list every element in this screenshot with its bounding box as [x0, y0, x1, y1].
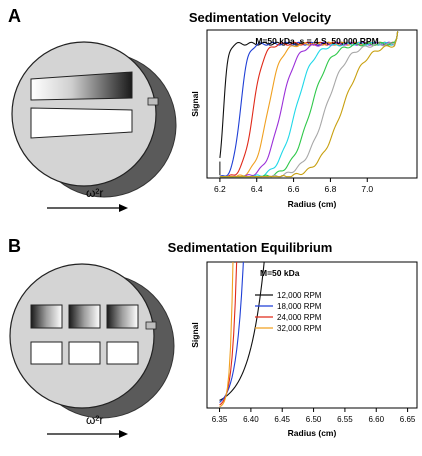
x-tick-label-1: 6.40 — [243, 415, 259, 424]
x-tick-label-0: 6.2 — [214, 184, 226, 194]
x-tick-label-3: 6.50 — [306, 415, 322, 424]
reference-cell-sector — [30, 107, 133, 139]
x-tick-label-3: 6.8 — [325, 184, 337, 194]
sample-cell-3 — [106, 304, 139, 329]
reference-cell-3 — [106, 341, 139, 365]
x-axis-label: Radius (cm) — [288, 199, 337, 209]
centrifugal-force-label: ω²r — [86, 186, 103, 200]
velocity-series-line-9 — [219, 31, 399, 178]
reference-cell-1 — [30, 341, 63, 365]
y-axis-label: Signal — [190, 91, 200, 117]
velocity-annotation: M=50 kDa, s = 4 S, 50,000 RPM — [255, 36, 378, 46]
y-axis-label: Signal — [190, 322, 200, 348]
x-tick-label-2: 6.6 — [288, 184, 300, 194]
force-arrow-head — [119, 430, 128, 438]
force-arrow-head — [119, 204, 128, 212]
rotor-face — [9, 263, 155, 409]
centrifugal-force-label: ω²r — [86, 413, 103, 427]
x-tick-label-4: 7.0 — [361, 184, 373, 194]
sample-cell-sector — [30, 71, 133, 101]
x-tick-label-5: 6.60 — [368, 415, 384, 424]
velocity-series-line-4 — [219, 31, 399, 178]
x-tick-label-2: 6.45 — [274, 415, 290, 424]
velocity-chart: M=50 kDa, s = 4 S, 50,000 RPM 6.2 6.4 6.6 6.… — [190, 29, 418, 209]
rotor-slot — [145, 321, 157, 330]
equilibrium-annotation: M=50 kDa — [260, 268, 300, 278]
equilibrium-series-group — [219, 262, 265, 408]
rotor-slot — [147, 97, 159, 106]
panel-a-title: Sedimentation Velocity — [188, 10, 332, 25]
sample-cell-1 — [30, 304, 63, 329]
panel-b-letter: B — [8, 236, 21, 256]
rotor-diagram-velocity: ω²r — [11, 41, 177, 212]
reference-cell-2 — [68, 341, 101, 365]
rotor-diagram-equilibrium: ω²r — [9, 263, 175, 438]
panel-a-letter: A — [8, 6, 21, 26]
legend-label-2: 18,000 RPM — [277, 302, 322, 311]
legend-label-1: 12,000 RPM — [277, 291, 322, 300]
x-tick-label-1: 6.4 — [251, 184, 263, 194]
equilibrium-series-line-1 — [219, 262, 265, 401]
legend-label-3: 24,000 RPM — [277, 313, 322, 322]
x-tick-label-0: 6.35 — [212, 415, 228, 424]
panel-b-title: Sedimentation Equilibrium — [167, 240, 333, 255]
equilibrium-chart: M=50 kDa 12,000 RPM 18,000 RPM 24,000 RPM 32… — [190, 261, 418, 438]
plot-area — [206, 261, 418, 409]
sample-cell-2 — [68, 304, 101, 329]
legend-label-4: 32,000 RPM — [277, 324, 322, 333]
x-axis-label: Radius (cm) — [288, 428, 337, 438]
x-tick-label-4: 6.55 — [337, 415, 353, 424]
x-tick-label-6: 6.65 — [400, 415, 416, 424]
